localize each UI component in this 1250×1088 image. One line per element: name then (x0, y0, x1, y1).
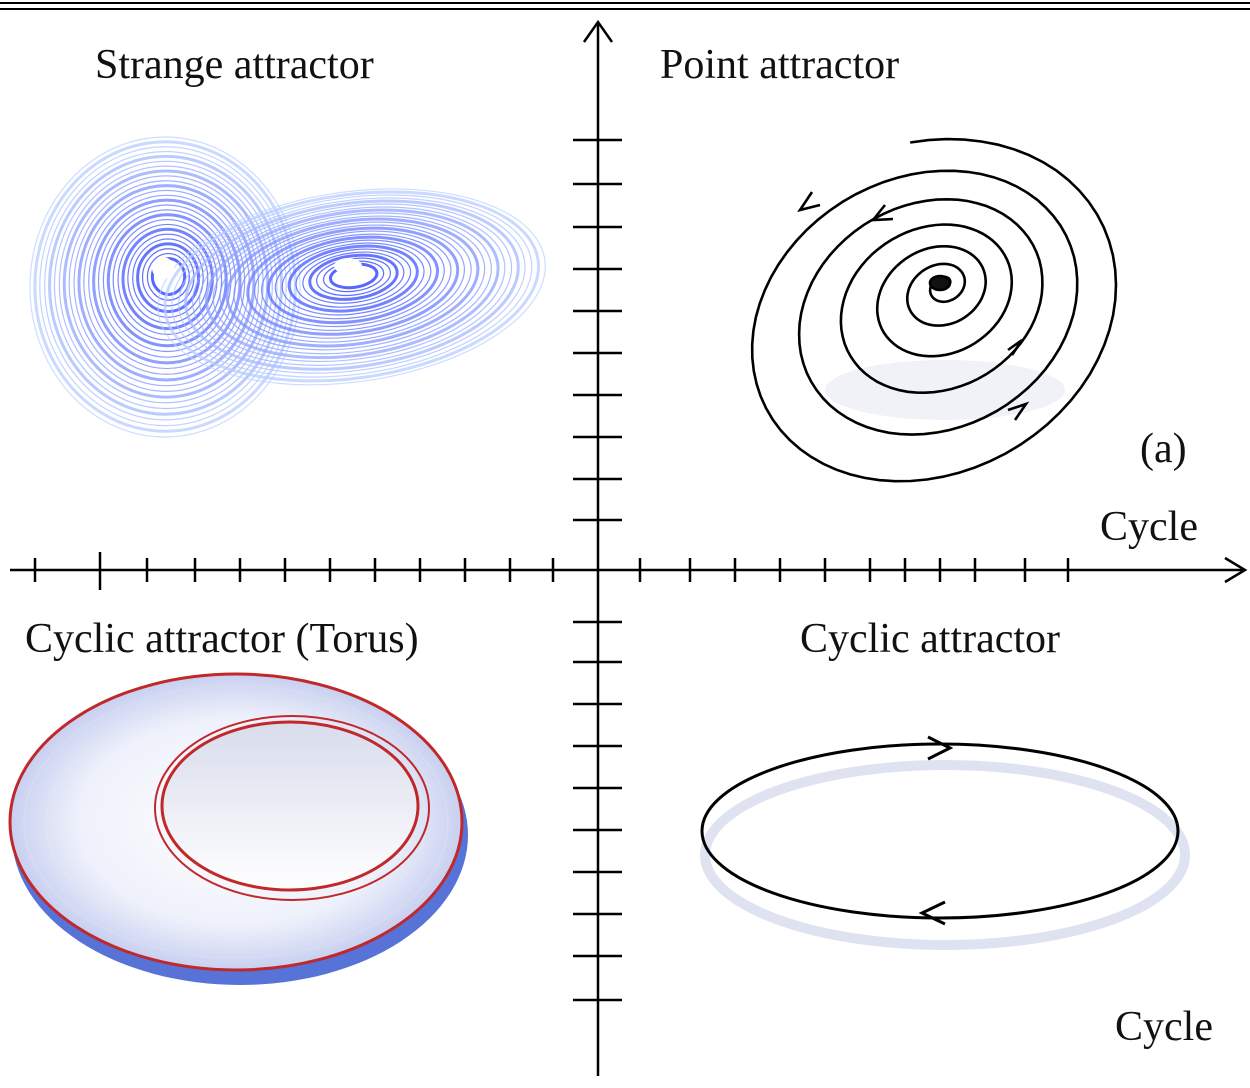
torus (10, 674, 468, 985)
page: {"quadrants": [ {"title": "Strange attra… (0, 0, 1250, 1088)
arrow (873, 205, 893, 220)
axis-label: Cycle (1100, 504, 1198, 550)
lobe-eye (152, 257, 174, 279)
cycle (702, 744, 1178, 918)
quadrant-title: Cyclic attractor (800, 616, 1060, 662)
lobe-eye (334, 258, 362, 274)
strange-attractor (30, 137, 558, 437)
axis-label: Cycle (1115, 1004, 1213, 1050)
quadrant-title: Strange attractor (95, 42, 374, 88)
arrow (922, 902, 945, 924)
arrow (800, 192, 820, 210)
arrow (928, 737, 950, 759)
quadrant-title: Cyclic attractor (Torus) (25, 616, 419, 662)
orbit (30, 137, 300, 437)
point-attractor (752, 139, 1116, 481)
arrow (1008, 340, 1022, 355)
torus-hole (162, 722, 418, 890)
annotation: (a) (1140, 426, 1187, 472)
diagram: Strange attractor Point attractor (a) Cy… (0, 0, 1250, 1088)
orbit (54, 161, 276, 408)
spiral-center (930, 276, 950, 290)
quadrant-title: Point attractor (660, 42, 899, 88)
spiral (752, 139, 1116, 481)
limit-cycle (702, 737, 1185, 945)
